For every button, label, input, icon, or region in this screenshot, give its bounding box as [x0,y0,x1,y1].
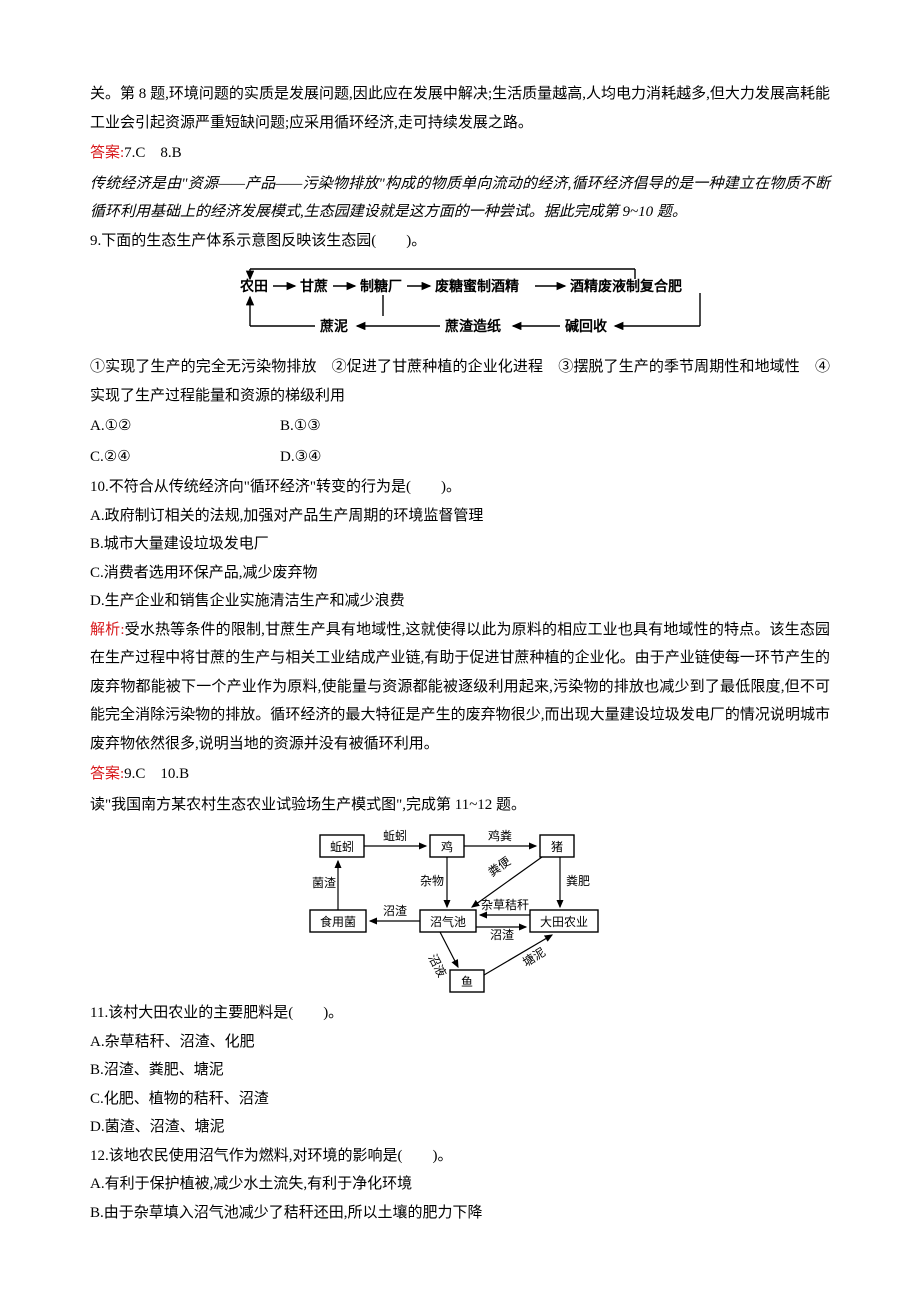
edge-fish-field: 塘泥 [520,944,548,969]
edge-mushroom-earthworm: 菌渣 [312,876,336,890]
edge-biogas-field-residue: 沼渣 [490,928,514,942]
node-farmland: 农田 [239,278,268,294]
q12-option-b: B.由于杂草填入沼气池减少了秸秆还田,所以土壤的肥力下降 [90,1199,830,1228]
answer-label: 答案: [90,145,124,161]
node-alkali-recovery: 碱回收 [565,318,608,334]
q11-option-b: B.沼渣、粪肥、塘泥 [90,1056,830,1085]
q10-option-b: B.城市大量建设垃圾发电厂 [90,530,830,559]
answer-7-8: 答案:7.C 8.B [90,139,830,168]
node-bagasse-paper: 蔗渣造纸 [444,318,501,334]
q9-option-b: B.①③ [280,412,321,441]
edge-pig-biogas: 粪便 [486,854,514,879]
q9-option-c: C.②④ [90,443,150,472]
q9-options-row1: A.①② B.①③ [90,412,830,441]
box-pig: 猪 [551,840,563,854]
q9-option-d: D.③④ [280,443,321,472]
box-chicken: 鸡 [441,839,453,854]
node-sugarcane: 甘蔗 [300,278,328,294]
answer-9-10-value: 9.C 10.B [124,766,189,782]
explain-label: 解析: [90,622,125,638]
box-fish: 鱼 [461,975,473,989]
edge-pig-field: 粪肥 [566,874,590,888]
q9-options-row2: C.②④ D.③④ [90,443,830,472]
box-field: 大田农业 [540,915,588,929]
node-sugar-factory: 制糖厂 [360,278,402,294]
passage-11-12: 读"我国南方某农村生态农业试验场生产模式图",完成第 11~12 题。 [90,791,830,820]
q11-option-d: D.菌渣、沼渣、塘泥 [90,1113,830,1142]
q10-option-c: C.消费者选用环保产品,减少废弃物 [90,559,830,588]
diagram-ecological-production: 农田 甘蔗 制糖厂 废糖蜜制酒精 酒精废液制复合肥 蔗泥 蔗渣造纸 碱回收 [90,261,830,349]
node-bagasse-mud: 蔗泥 [319,318,348,334]
node-alcohol-waste-fertilizer: 酒精废液制复合肥 [570,278,682,294]
intro-continuation: 关。第 8 题,环境问题的实质是发展问题,因此应在发展中解决;生活质量越高,人均… [90,80,830,137]
q9-option-statements: ①实现了生产的完全无污染物排放 ②促进了甘蔗种植的企业化进程 ③摆脱了生产的季节… [90,353,830,410]
edge-chicken-pig: 鸡粪 [488,828,512,843]
explain-9-10-text: 受水热等条件的限制,甘蔗生产具有地域性,这就使得以此为原料的相应工业也具有地域性… [90,622,830,752]
edge-chicken-biogas: 杂物 [420,874,444,888]
diagram-eco-agriculture: 蚯蚓 鸡 猪 食用菌 沼气池 大田农业 鱼 蚯蚓 鸡粪 菌渣 沼渣 杂物 杂草秸… [90,825,830,995]
q10-option-d: D.生产企业和销售企业实施清洁生产和减少浪费 [90,587,830,616]
q12-stem: 12.该地农民使用沼气作为燃料,对环境的影响是( )。 [90,1142,830,1171]
edge-earthworm-chicken: 蚯蚓 [383,828,407,843]
q9-stem: 9.下面的生态生产体系示意图反映该生态园( )。 [90,227,830,256]
explanation-9-10: 解析:受水热等条件的限制,甘蔗生产具有地域性,这就使得以此为原料的相应工业也具有… [90,616,830,759]
edge-mushroom-biogas: 沼渣 [383,904,407,918]
q9-option-a: A.①② [90,412,150,441]
answer-9-10: 答案:9.C 10.B [90,760,830,789]
q11-option-a: A.杂草秸秆、沼渣、化肥 [90,1028,830,1057]
box-biogas: 沼气池 [430,914,466,929]
edge-field-biogas-straw: 杂草秸秆 [481,898,529,912]
q11-option-c: C.化肥、植物的秸秆、沼渣 [90,1085,830,1114]
passage-9-10: 传统经济是由"资源——产品——污染物排放"构成的物质单向流动的经济,循环经济倡导… [90,170,830,227]
box-mushroom: 食用菌 [320,914,356,929]
box-earthworm: 蚯蚓 [330,839,354,854]
q11-stem: 11.该村大田农业的主要肥料是( )。 [90,999,830,1028]
answer-label-2: 答案: [90,766,124,782]
edge-biogas-fish: 沼液 [425,951,450,979]
q10-stem: 10.不符合从传统经济向"循环经济"转变的行为是( )。 [90,473,830,502]
node-molasses-alcohol: 废糖蜜制酒精 [435,278,519,294]
answer-7-8-value: 7.C 8.B [124,145,182,161]
q10-option-a: A.政府制订相关的法规,加强对产品生产周期的环境监督管理 [90,502,830,531]
q12-option-a: A.有利于保护植被,减少水土流失,有利于净化环境 [90,1170,830,1199]
